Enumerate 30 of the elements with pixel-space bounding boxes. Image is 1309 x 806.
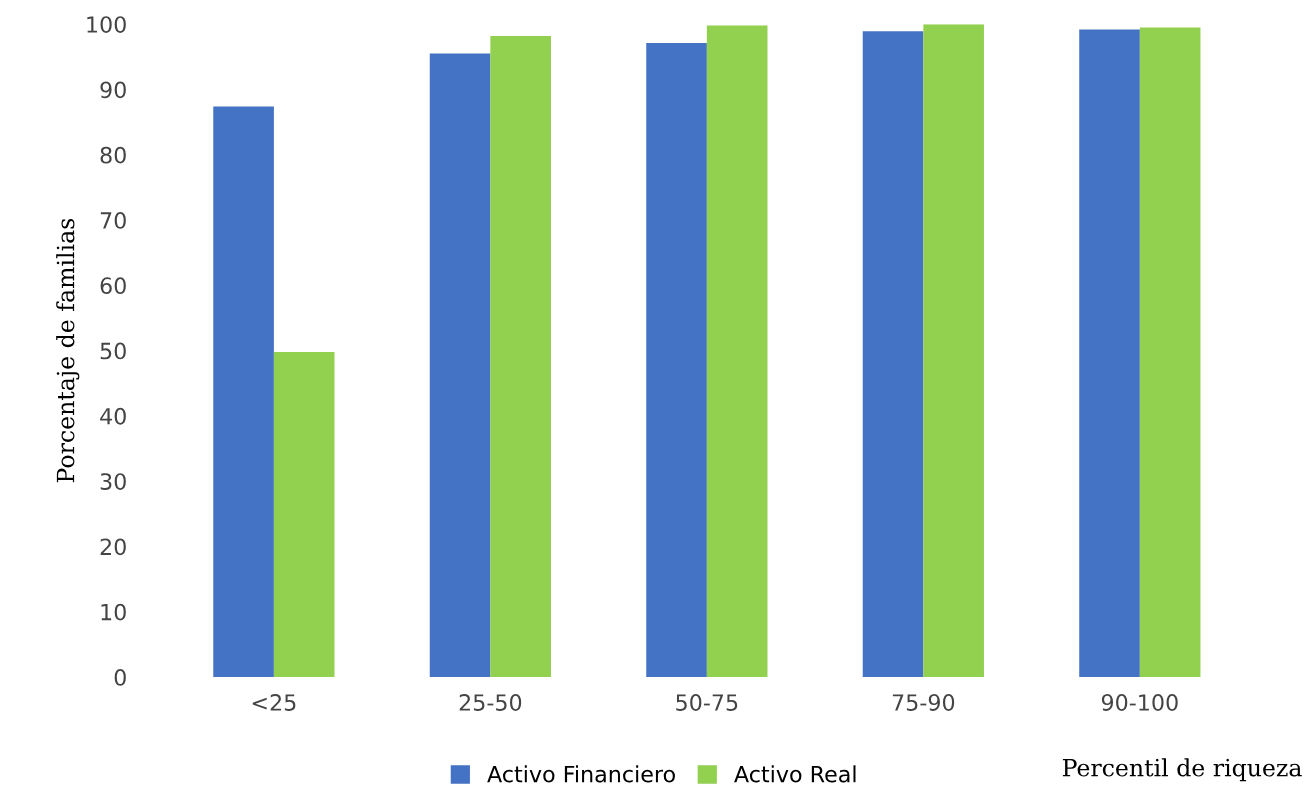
y-tick-label: 20 [100,538,126,556]
bar [273,351,335,678]
bar [706,25,768,678]
legend-label: Activo Real [734,765,856,783]
bar [429,53,491,678]
y-tick-label: 40 [100,407,126,425]
y-tick-label: 30 [100,473,126,490]
x-axis-title: Percentil de riqueza [1062,758,1302,782]
bar [490,35,551,678]
y-tick-label: 80 [100,146,126,164]
x-tick-label: <25 [252,694,296,711]
bar [213,106,274,678]
bar [1139,27,1201,678]
x-tick-label: 90-100 [1101,694,1178,711]
y-tick-label: 50 [100,342,126,360]
bar [923,24,984,678]
bar [862,31,924,678]
x-tick-label: 25-50 [459,694,522,711]
y-tick-label: 0 [114,668,126,686]
x-tick-label: 75-90 [892,694,955,711]
y-tick-label: 60 [100,277,126,295]
y-tick-label: 90 [100,81,126,99]
bar [1079,29,1140,678]
y-tick-label: 100 [87,16,126,33]
legend-label: Activo Financiero [487,765,675,783]
y-tick-label: 10 [101,603,126,621]
y-axis-title: Porcentaje de familias [56,218,80,483]
x-tick-label: 50-75 [676,694,738,711]
y-tick-label: 70 [100,211,126,229]
bar [646,43,707,678]
